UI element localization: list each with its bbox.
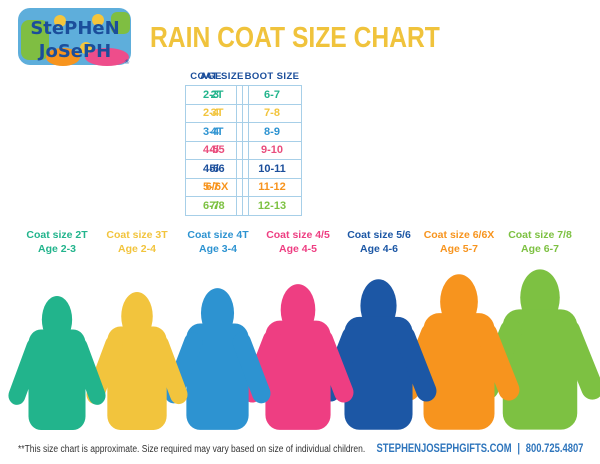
table-cell-boot: 12-13 [243,196,301,215]
logo-yellow-dot-3 [80,42,92,54]
column-header-coat-size: COAT SIZE [190,71,244,82]
size-chart-table: AGE 2-3 2-4 3-4 4-5 4-6 5-7 6-7 BOOT SIZ… [185,70,302,216]
coat-body [28,329,86,431]
coat-size-text: Coat size 7/8 [508,229,572,241]
phone-number: 800.725.4807 [525,443,583,455]
table-cell-boot: 6-7 [264,88,280,101]
coat-body [107,326,167,430]
coat-label-45: Coat size 4/5 Age 4-5 [248,228,348,256]
logo-orange-blob [46,48,80,66]
sleeve-right [558,319,600,400]
coat-size-text: Coat size 6/6X [423,229,495,241]
coat-label-3t: Coat size 3T Age 2-4 [87,228,187,256]
raincoat-4t [164,286,271,432]
coat-size-column-box: 2T 3T 4T 4/5 5/6 6/6X 7/8 [185,85,249,216]
coat-label-56: Coat size 5/6 Age 4-6 [329,228,429,256]
coat-body [344,316,413,430]
boot-size-column-box: 6-7 7-8 8-9 9-10 10-11 11-12 12-13 [242,85,302,216]
coat-age-text: Age 2-3 [38,243,76,255]
logo-green-patch [21,20,49,60]
logo-pink-blob [85,48,129,66]
table-cell-coat: 3T [186,103,248,123]
footer-separator: | [516,443,520,455]
coat-size-text: Coat size 4T [187,229,249,241]
coat-label-2t: Coat size 2T Age 2-3 [7,228,107,256]
logo-text-line2: JoSePH [37,41,112,62]
coat-age-text: Age 4-6 [360,243,398,255]
coat-age-text: Age 5-7 [440,243,478,255]
table-cell-coat: 2T [210,88,224,101]
coat-size-text: Coat size 2T [26,229,88,241]
page-title: RAIN COAT SIZE CHART [150,22,440,54]
table-cell-coat: 5/6 [186,159,248,178]
footer-contact: STEPHENJOSEPHGIFTS.COM | 800.725.4807 [376,443,583,455]
stephen-joseph-logo-icon: StePHeN JoSePH ® [18,8,131,66]
sleeve-right [70,337,106,405]
coat-size-text: Coat size 4/5 [266,229,330,241]
registered-mark: ® [124,59,130,66]
disclaimer-note: **This size chart is approximate. Size r… [18,444,366,455]
coat-size-text: Coat size 5/6 [347,229,411,241]
table-cell-boot: 8-9 [243,122,301,141]
sleeve-right [313,329,354,403]
table-column-boot-size: BOOT SIZE 6-7 7-8 8-9 9-10 10-11 11-12 1… [242,70,302,216]
sleeve-right [151,335,188,405]
coat-label-4t: Coat size 4T Age 3-4 [168,228,268,256]
logo-yellow-dot-1 [54,15,66,27]
table-cell-boot: 10-11 [243,159,301,178]
coat-age-text: Age 2-4 [118,243,156,255]
table-cell-boot: 11-12 [243,177,301,197]
coat-label-78: Coat size 7/8 Age 6-7 [490,228,590,256]
sleeve-right [394,326,437,402]
table-cell-coat: 4/5 [186,140,248,160]
column-header-age: AGE [200,71,222,82]
column-header-boot-size: BOOT SIZE [244,71,300,82]
logo-text-line1: StePHeN [30,18,119,39]
raincoat-2t [8,294,106,432]
raincoat-icon [164,288,271,430]
coat-body [186,323,249,430]
coat-body [265,320,331,430]
table-cell-coat: 6/6X [186,177,248,197]
raincoat-icon [8,295,106,431]
sleeve-right [232,332,271,404]
table-cell-coat: 4T [186,122,248,141]
coat-body [423,313,495,430]
stephen-joseph-logo: StePHeN JoSePH ® [18,8,133,66]
coat-size-text: Coat size 3T [106,229,168,241]
logo-yellow-dot-2 [92,14,104,26]
logo-green-patch-top [111,12,130,34]
table-cell-boot: 7-8 [243,103,301,123]
website-url: STEPHENJOSEPHGIFTS.COM [376,443,512,455]
coat-label-66x: Coat size 6/6X Age 5-7 [409,228,509,256]
sleeve-left [8,337,44,405]
coat-body [502,309,578,430]
coat-age-text: Age 3-4 [199,243,237,255]
table-cell-boot: 9-10 [243,140,301,160]
coat-age-text: Age 6-7 [521,243,559,255]
table-cell-coat: 7/8 [186,196,248,215]
table-cell-age: 2-3 [203,88,219,101]
coat-age-text: Age 4-5 [279,243,317,255]
table-column-coat-size: COAT SIZE 2T 3T 4T 4/5 5/6 6/6X 7/8 [185,70,249,216]
sleeve-right [476,322,520,401]
